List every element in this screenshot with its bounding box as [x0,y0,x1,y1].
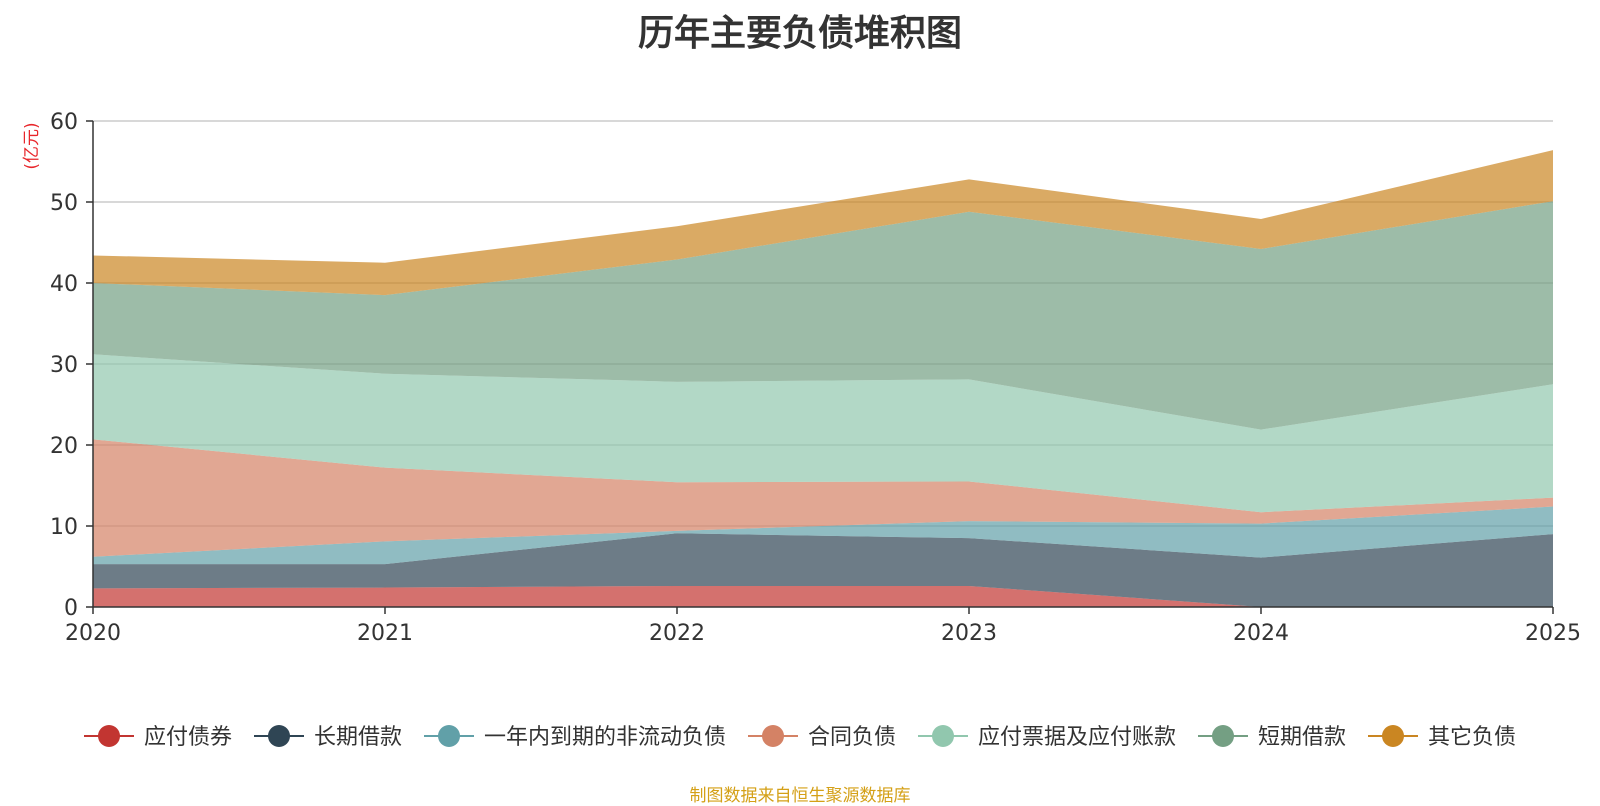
y-tick-label: 60 [50,110,78,135]
legend-label: 应付债券 [144,725,232,750]
area-合同负债 [93,439,1553,557]
x-tick-label: 2024 [1233,621,1289,646]
legend-label: 短期借款 [1258,725,1346,750]
x-tick-label: 2022 [649,621,705,646]
legend-dot-icon [1382,725,1404,747]
legend-item-短期借款[interactable]: 短期借款 [1198,725,1346,750]
axes: 0 10 20 30 40 50 60 2020 2021 2022 2023 2024 2025 [50,110,1581,646]
area-一年内到期的非流动负债 [93,506,1553,565]
legend-dot-icon [762,725,784,747]
x-tick-label: 2020 [65,621,121,646]
area-应付债券 [93,585,1553,607]
legend-dot-icon [98,725,120,747]
legend-label: 一年内到期的非流动负债 [484,725,726,750]
legend-dot-icon [438,725,460,747]
legend-item-合同负债[interactable]: 合同负债 [748,725,896,750]
legend-dot-icon [932,725,954,747]
legend[interactable]: 应付债券 长期借款 一年内到期的非流动负债 合同负债 应付票据及应付账款 短期借款 其它负债 [84,725,1516,750]
area-应付票据及应付账款 [93,354,1553,513]
y-tick-label: 0 [64,596,78,621]
y-tick-label: 40 [50,272,78,297]
legend-label: 应付票据及应付账款 [978,725,1176,750]
y-tick-label: 10 [50,515,78,540]
legend-label: 长期借款 [314,725,402,750]
legend-dot-icon [1212,725,1234,747]
legend-dot-icon [268,725,290,747]
area-长期借款 [93,533,1553,607]
area-其它负债 [93,150,1553,296]
legend-label: 其它负债 [1428,725,1516,750]
area-短期借款 [93,201,1553,430]
y-tick-label: 30 [50,353,78,378]
y-tick-label: 20 [50,434,78,459]
legend-item-应付债券[interactable]: 应付债券 [84,725,232,750]
legend-item-其它负债[interactable]: 其它负债 [1368,725,1516,750]
legend-item-长期借款[interactable]: 长期借款 [254,725,402,750]
legend-label: 合同负债 [808,725,896,750]
y-tick-label: 50 [50,191,78,216]
area-series [93,150,1553,607]
chart-title: 历年主要负债堆积图 [637,13,962,54]
x-tick-label: 2023 [941,621,997,646]
source-note: 制图数据来自恒生聚源数据库 [689,786,911,806]
legend-item-应付票据及应付账款[interactable]: 应付票据及应付账款 [918,725,1176,750]
y-axis-unit-label: (亿元) [22,122,42,169]
legend-item-一年内到期的非流动负债[interactable]: 一年内到期的非流动负债 [424,725,726,750]
x-tick-label: 2025 [1525,621,1581,646]
x-tick-label: 2021 [357,621,413,646]
